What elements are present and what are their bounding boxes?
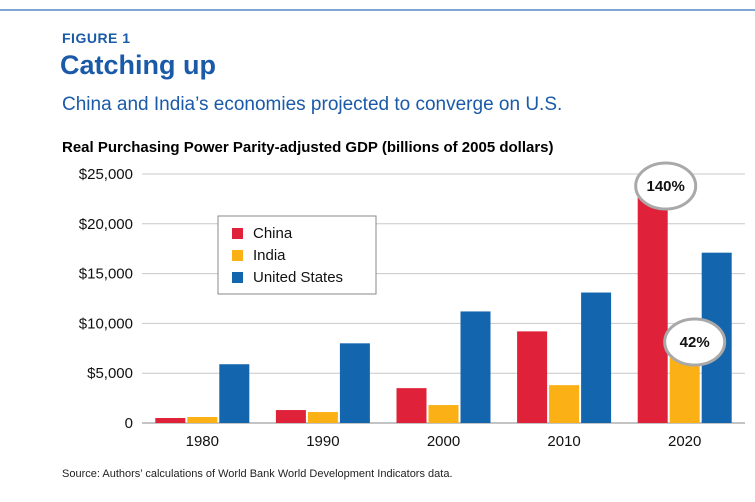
chart-title: Real Purchasing Power Parity-adjusted GD… [62,139,554,156]
x-tick-label: 1980 [186,433,219,450]
annotation-label: 42% [680,334,710,351]
y-tick-label: $10,000 [79,315,133,332]
bar-united-states-1990 [339,343,370,423]
bar-china-1980 [155,418,186,423]
legend-label: China [253,225,293,242]
bar-united-states-2000 [460,311,491,423]
y-tick-label: $25,000 [79,166,133,183]
annotation-callout [634,161,698,211]
legend-swatch-china [232,228,243,239]
legend-box [217,215,377,295]
annotation-label: 140% [647,178,685,195]
y-tick-label: 0 [125,415,133,432]
bar-united-states-2010 [581,292,612,423]
x-tick-label: 2000 [427,433,460,450]
figure-label: FIGURE 1 [62,30,131,46]
x-tick-label: 2010 [547,433,580,450]
y-tick-label: $15,000 [79,266,133,283]
bar-china-2010 [517,331,548,423]
y-tick-label: $20,000 [79,216,133,233]
bar-india-2020 [669,356,700,423]
top-divider [0,9,755,11]
figure-title: Catching up [60,50,216,80]
x-tick-label: 1990 [306,433,339,450]
legend-swatch-united-states [232,272,243,283]
x-tick-label: 2020 [668,433,701,450]
annotation-callout [663,317,727,367]
source-note: Source: Authors’ calculations of World B… [62,468,453,480]
bar-india-1990 [307,412,338,423]
bar-china-2020 [637,193,668,423]
bar-united-states-1980 [219,364,250,423]
figure-subtitle: China and India’s economies projected to… [62,94,563,115]
bar-india-2010 [549,385,580,423]
y-tick-label: $5,000 [87,365,133,382]
legend-label: India [253,247,286,264]
legend-label: United States [253,269,343,286]
bar-china-1990 [275,410,306,423]
legend-swatch-india [232,250,243,261]
bar-china-2000 [396,388,427,423]
bar-india-1980 [187,417,218,423]
bar-india-2000 [428,405,459,423]
